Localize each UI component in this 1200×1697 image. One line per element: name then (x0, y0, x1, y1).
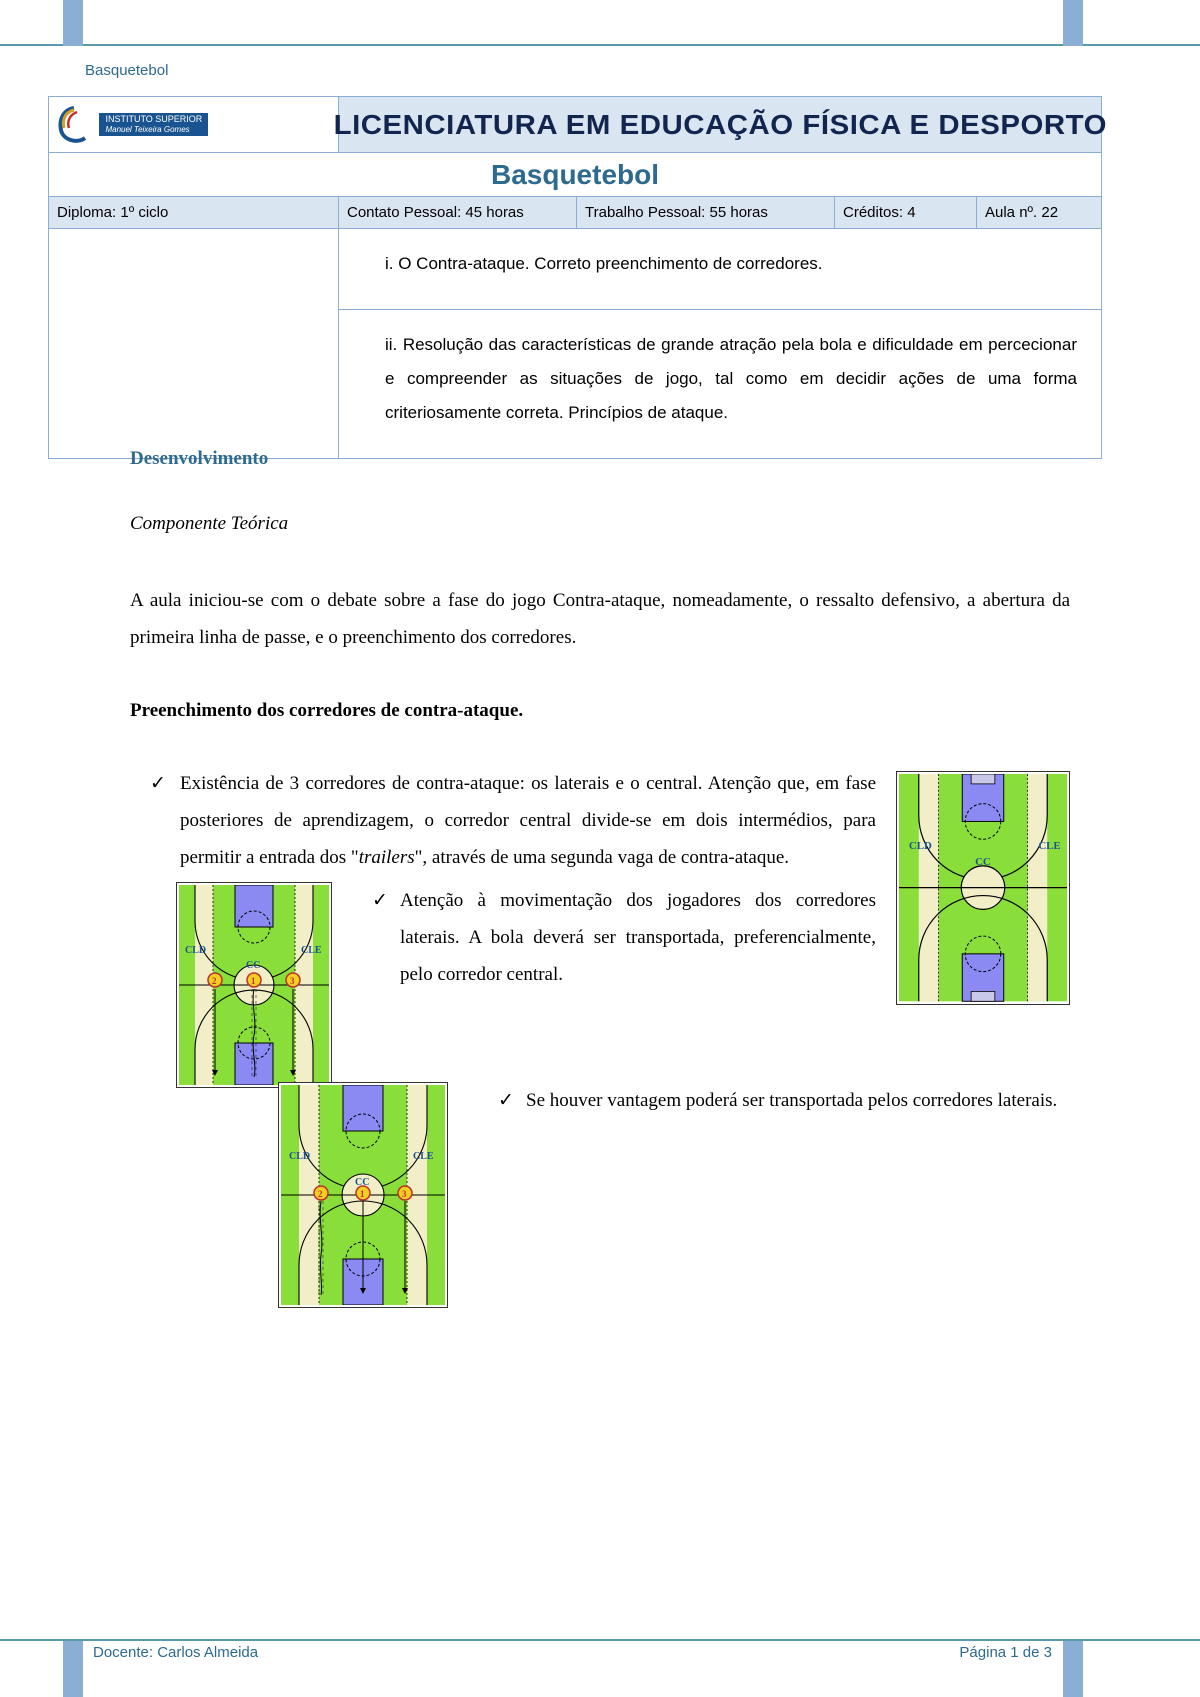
bullet-1-post: ", através de uma segunda vaga de contra… (415, 847, 789, 868)
course-title: LICENCIATURA EM EDUCAÇÃO FÍSICA E DESPOR… (333, 109, 1106, 141)
component-label: Componente Teórica (130, 505, 1070, 542)
subtitle-cell: Basquetebol (49, 153, 1102, 197)
check-icon: ✓ (372, 882, 388, 919)
check-icon: ✓ (498, 1082, 514, 1119)
bullet-section: CLD CLE CC ✓ Existência de 3 corredores … (130, 765, 1070, 1308)
bullet-3-wrap: ✓ Se houver vantagem poderá ser transpor… (448, 1082, 1070, 1119)
empty-left-cell (49, 229, 339, 459)
svg-text:2: 2 (212, 976, 217, 986)
body-content: Desenvolvimento Componente Teórica A aul… (130, 440, 1070, 1308)
subject-title: Basquetebol (491, 159, 659, 190)
svg-text:CLE: CLE (301, 945, 322, 956)
court-diagram-small-2: CLD CLE CC 2 1 3 (278, 1082, 448, 1308)
svg-text:2: 2 (318, 1189, 323, 1199)
footer-docente: Docente: Carlos Almeida (93, 1644, 258, 1661)
top-bar-left (63, 0, 83, 46)
svg-text:1: 1 (360, 1189, 365, 1199)
logo-line2: Manuel Teixeira Gomes (105, 125, 189, 134)
bullet-2-text: Atenção à movimentação dos jogadores dos… (400, 890, 876, 985)
header-table: INSTITUTO SUPERIOR Manuel Teixeira Gomes… (48, 96, 1102, 459)
svg-text:CC: CC (246, 960, 260, 971)
logo-cell: INSTITUTO SUPERIOR Manuel Teixeira Gomes (49, 97, 339, 153)
bullet-1-em: trailers (359, 847, 415, 868)
roman-ii: ii. (385, 335, 397, 354)
svg-text:CLD: CLD (185, 945, 206, 956)
bullet-2-wrap: ✓ Atenção à movimentação dos jogadores d… (332, 882, 876, 993)
footer-page: Página 1 de 3 (959, 1644, 1052, 1661)
bullet-3-text: Se houver vantagem poderá ser transporta… (526, 1090, 1057, 1111)
item-ii-text: Resolução das características de grande … (385, 335, 1077, 422)
bottom-bar-left (63, 1641, 83, 1697)
court-svg-2: CLD CLE CC 2 1 3 (179, 885, 329, 1085)
top-rule (0, 44, 1200, 46)
info-aula: Aula nº. 22 (977, 197, 1102, 229)
bottom-rule (0, 1639, 1200, 1641)
info-contato: Contato Pessoal: 45 horas (339, 197, 577, 229)
section-title: Desenvolvimento (130, 440, 1070, 477)
svg-text:CLD: CLD (289, 1151, 310, 1162)
bottom-bar-right (1063, 1641, 1083, 1697)
court-diagram-small-1: CLD CLE CC 2 1 3 (176, 882, 332, 1088)
info-trabalho: Trabalho Pessoal: 55 horas (577, 197, 835, 229)
paragraph-1: A aula iniciou-se com o debate sobre a f… (130, 582, 1070, 656)
bullet-1: ✓ Existência de 3 corredores de contra-a… (130, 765, 1070, 876)
info-diploma: Diploma: 1º ciclo (49, 197, 339, 229)
item-i-cell: i. O Contra-ataque. Correto preenchiment… (339, 229, 1102, 310)
svg-text:CLE: CLE (413, 1151, 434, 1162)
item-i-text: O Contra-ataque. Correto preenchimento d… (398, 254, 822, 273)
item-ii-cell: ii. Resolução das características de gra… (339, 310, 1102, 459)
title-cell: LICENCIATURA EM EDUCAÇÃO FÍSICA E DESPOR… (339, 97, 1102, 153)
nested-block-2: CLD CLE CC 2 1 3 ✓ (130, 1082, 1070, 1308)
info-creditos: Créditos: 4 (835, 197, 977, 229)
svg-text:1: 1 (251, 976, 256, 986)
court-svg-3: CLD CLE CC 2 1 3 (281, 1085, 445, 1305)
subheading: Preenchimento dos corredores de contra-a… (130, 692, 1070, 729)
nested-block-1: CLD CLE CC 2 1 3 ✓ (130, 882, 876, 1088)
top-bar-right (1063, 0, 1083, 46)
logo-icon (53, 104, 95, 146)
logo-line1: INSTITUTO SUPERIOR (105, 114, 202, 124)
check-icon: ✓ (150, 765, 166, 802)
roman-i: i. (385, 254, 394, 273)
logo-text: INSTITUTO SUPERIOR Manuel Teixeira Gomes (99, 113, 208, 137)
svg-text:3: 3 (402, 1189, 407, 1199)
svg-text:3: 3 (290, 976, 295, 986)
header-subject: Basquetebol (85, 62, 168, 79)
